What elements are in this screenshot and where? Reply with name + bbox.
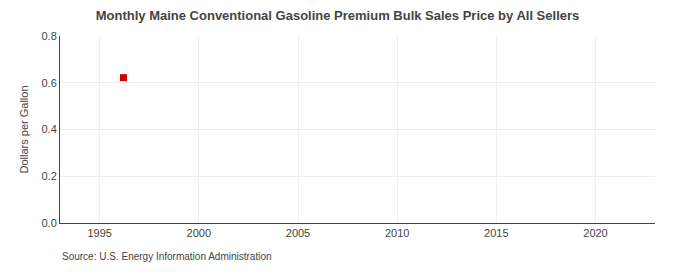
svg-text:Source: U.S. Energy Informatio: Source: U.S. Energy Information Administ… [62, 251, 272, 262]
svg-text:2010: 2010 [385, 227, 409, 239]
svg-text:0.0: 0.0 [42, 217, 57, 229]
svg-text:0.2: 0.2 [42, 170, 57, 182]
svg-text:1995: 1995 [87, 227, 111, 239]
svg-text:2005: 2005 [286, 227, 310, 239]
svg-text:Dollars per Gallon: Dollars per Gallon [18, 85, 30, 173]
svg-text:0.4: 0.4 [42, 123, 57, 135]
svg-text:2015: 2015 [484, 227, 508, 239]
svg-text:0.8: 0.8 [42, 30, 57, 42]
svg-text:2000: 2000 [187, 227, 211, 239]
svg-text:Monthly Maine Conventional Gas: Monthly Maine Conventional Gasoline Prem… [96, 8, 580, 23]
svg-text:2020: 2020 [583, 227, 607, 239]
svg-text:0.6: 0.6 [42, 77, 57, 89]
